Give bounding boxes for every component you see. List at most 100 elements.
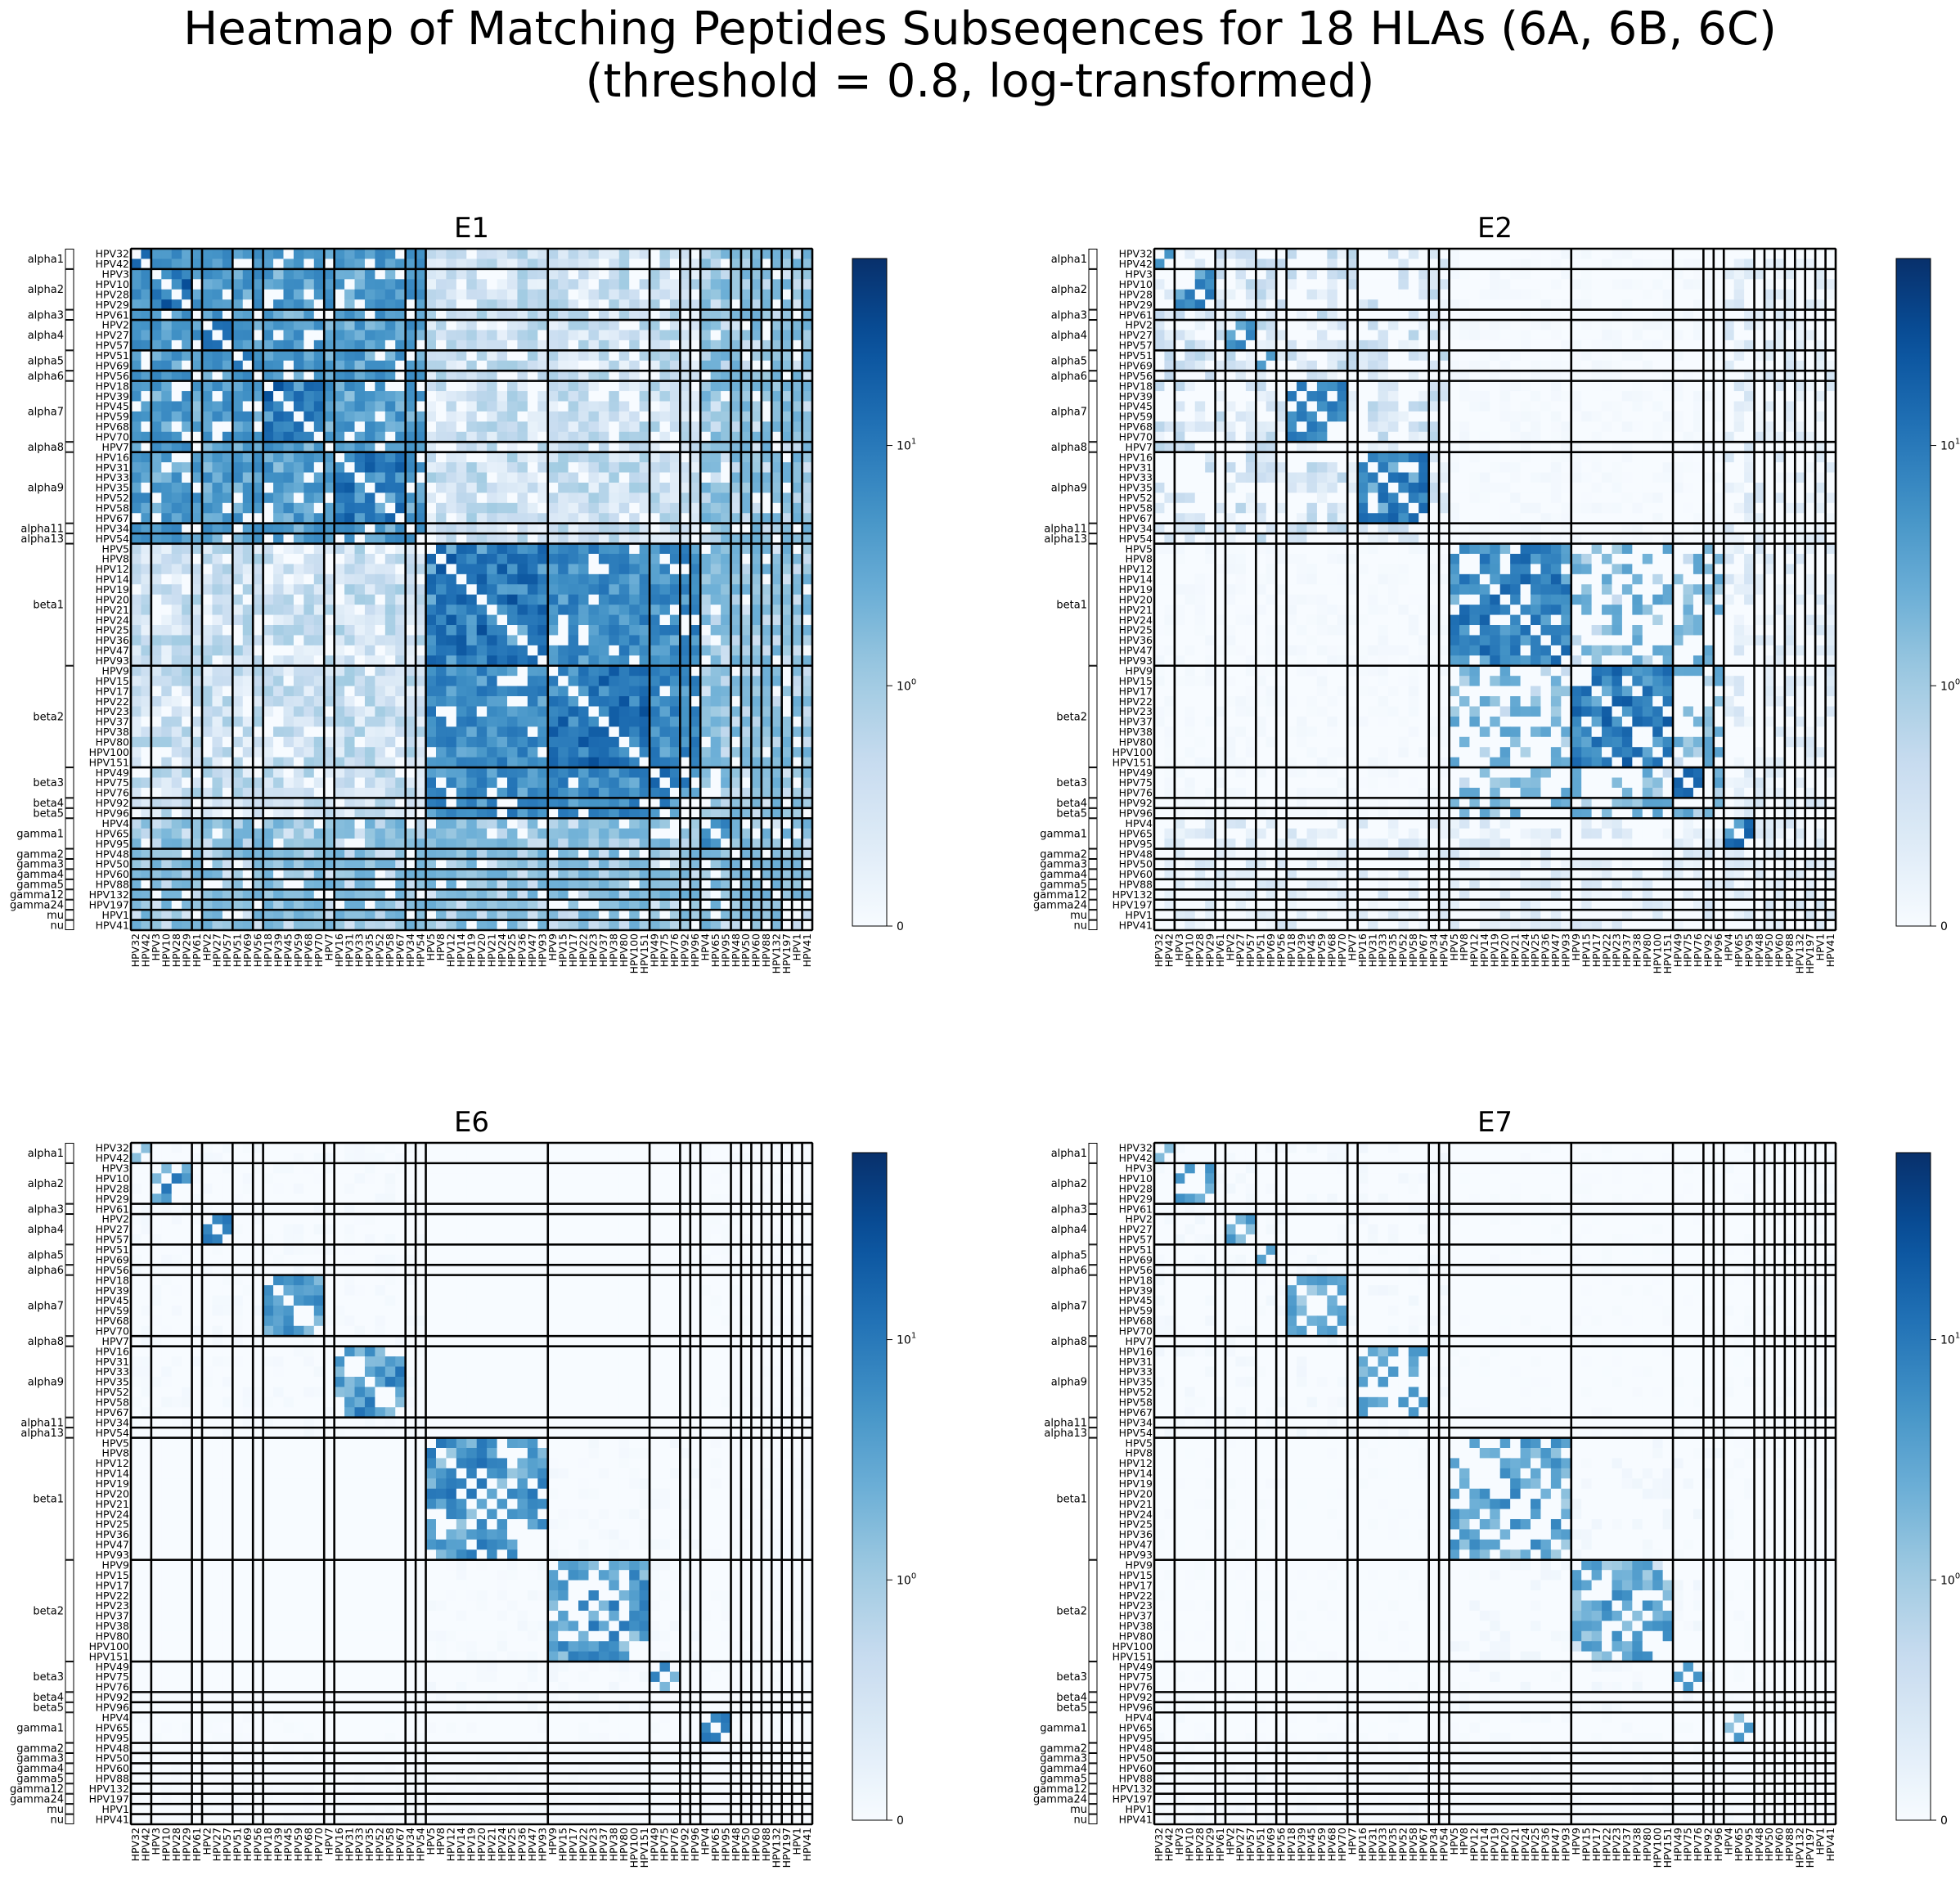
heatmap-cell [762,706,772,717]
heatmap-cell [456,595,467,605]
heatmap-cell [487,249,497,259]
heatmap-cell [273,788,284,798]
heatmap-cell [223,910,233,920]
heatmap-cell [202,554,213,564]
heatmap-cell [537,595,548,605]
heatmap-cell [192,686,203,697]
heatmap-cell [253,910,263,920]
heatmap-cell [212,462,223,473]
heatmap-cell [172,574,182,585]
heatmap-cell [578,584,589,595]
heatmap-cell [365,421,375,432]
heatmap-cell [771,788,782,798]
heatmap-cell [466,340,477,351]
heatmap-cell [406,635,416,645]
heatmap-cell [436,421,447,432]
heatmap-cell [802,299,813,310]
heatmap-cell [670,442,681,452]
heatmap-cell [283,686,294,697]
heatmap-cell [517,259,528,269]
heatmap-cell [569,361,579,371]
heatmap-cell [1714,249,1724,259]
heatmap-cell [487,452,497,463]
heatmap-cell [537,686,548,697]
heatmap-cell [782,910,793,920]
heatmap-cell [446,442,456,452]
heatmap-cell [528,920,538,931]
heatmap-cell [192,717,203,727]
heatmap-cell [588,411,599,422]
heatmap-cell [182,595,192,605]
heatmap-cell [578,361,589,371]
heatmap-cell [151,920,162,931]
heatmap-cell [507,767,518,778]
heatmap-cell [192,859,203,870]
heatmap-cell [406,350,416,361]
heatmap-cell [782,706,793,717]
heatmap-cell [599,320,609,330]
heatmap-cell [283,829,294,839]
heatmap-cell [802,625,813,636]
heatmap-cell [395,615,406,626]
heatmap-cell [721,747,731,758]
heatmap-cell [792,442,802,452]
heatmap-cell [141,615,151,626]
heatmap-cell [741,442,752,452]
heatmap-cell [731,361,742,371]
heatmap-cell [273,910,284,920]
heatmap-cell [731,544,742,555]
heatmap-cell [751,544,762,555]
heatmap-cell [741,492,752,503]
heatmap-cell [283,758,294,768]
heatmap-cell [273,279,284,290]
heatmap-cell [782,361,793,371]
heatmap-cell [1540,259,1551,269]
group-label: alpha1 [28,254,64,266]
heatmap-cell [395,758,406,768]
heatmap-cell [273,421,284,432]
heatmap-cell [406,645,416,656]
heatmap-cell [670,717,681,727]
heatmap-cell [182,737,192,748]
heatmap-cell [1714,279,1724,290]
heatmap-cell [161,533,172,544]
heatmap-cell [1561,290,1571,300]
heatmap-cell [487,381,497,392]
heatmap-cell [660,411,671,422]
heatmap-cell [294,462,304,473]
heatmap-cell [456,788,467,798]
heatmap-cell [446,798,456,808]
heatmap-cell [131,299,142,310]
heatmap-cell [711,706,722,717]
heatmap-cell [588,554,599,564]
heatmap-cell [202,503,213,514]
heatmap-cell [335,340,345,351]
heatmap-cell [131,808,142,819]
heatmap-cell [609,310,619,321]
heatmap-cell [385,544,396,555]
heatmap-cell [588,544,599,555]
heatmap-cell [782,483,793,493]
heatmap-cell [223,758,233,768]
heatmap-cell [690,584,701,595]
heatmap-cell [711,635,722,645]
heatmap-cell [619,717,630,727]
heatmap-cell [395,900,406,911]
heatmap-cell [212,788,223,798]
heatmap-cell [1358,259,1369,269]
heatmap-cell [1826,249,1836,259]
heatmap-cell [161,452,172,463]
heatmap-cell [172,442,182,452]
heatmap-cell [1306,290,1317,300]
heatmap-cell [335,299,345,310]
group-label: alpha5 [28,355,64,367]
heatmap-cell [395,452,406,463]
heatmap-cell [609,758,619,768]
heatmap-cell [161,340,172,351]
heatmap-cell [365,249,375,259]
heatmap-cell [680,778,690,789]
heatmap-cell [1490,279,1500,290]
heatmap-cell [456,767,467,778]
heatmap-cell [446,513,456,524]
heatmap-cell [711,889,722,900]
